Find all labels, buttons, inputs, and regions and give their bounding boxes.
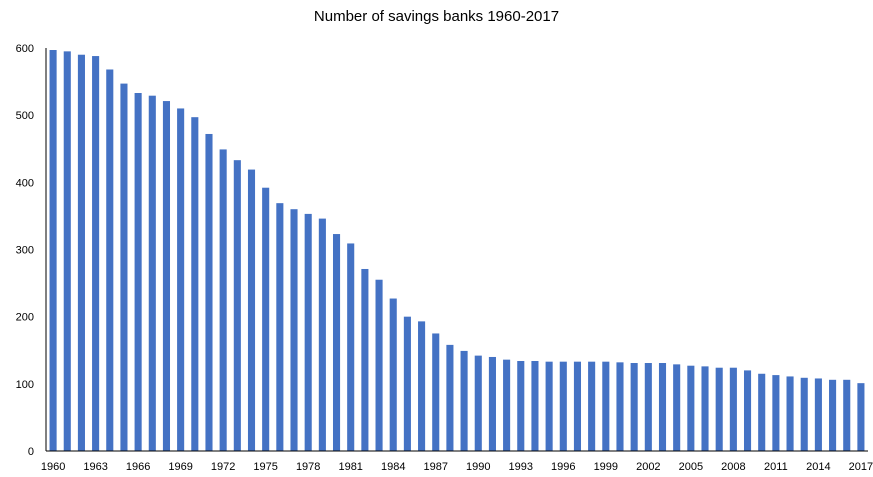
bar-1999 [602, 361, 610, 451]
x-tick-label: 1999 [594, 461, 618, 473]
bar-1987 [432, 333, 440, 451]
bar-1998 [588, 361, 596, 451]
bar-2014 [814, 378, 822, 451]
bar-1991 [488, 356, 496, 451]
bar-2003 [658, 363, 667, 451]
bar-2013 [800, 377, 808, 451]
x-tick-label: 1990 [466, 461, 490, 473]
x-tick-label: 2008 [721, 461, 745, 473]
bar-1981 [347, 243, 355, 451]
bar-2012 [786, 376, 794, 451]
x-tick-label: 1984 [381, 461, 405, 473]
bar-2017 [857, 383, 865, 451]
y-tick-label: 200 [16, 312, 34, 324]
bars-group [49, 50, 865, 452]
bar-2009 [743, 370, 752, 451]
x-tick-label: 1987 [423, 461, 447, 473]
x-tick-label: 2011 [764, 461, 788, 473]
bar-1990 [474, 355, 482, 451]
bar-2004 [673, 364, 681, 451]
bar-1996 [559, 361, 567, 451]
y-tick-label: 600 [16, 43, 34, 55]
x-tick-label: 1966 [126, 461, 150, 473]
bar-1994 [531, 361, 539, 451]
x-tick-label: 1972 [211, 461, 235, 473]
x-tick-label: 1969 [168, 461, 192, 473]
bar-2002 [644, 363, 652, 451]
bar-2010 [758, 373, 766, 451]
x-tick-label: 1996 [551, 461, 575, 473]
y-tick-label: 0 [28, 446, 34, 458]
bar-1988 [446, 344, 454, 451]
bar-1978 [304, 213, 312, 451]
x-tick-label: 1963 [83, 461, 107, 473]
bar-1993 [517, 361, 525, 451]
bar-2000 [616, 362, 624, 451]
bar-1973 [233, 160, 241, 452]
y-tick-label: 400 [16, 177, 34, 189]
bar-2005 [687, 365, 695, 451]
y-tick-label: 500 [16, 110, 34, 122]
y-axis: 0 100 200 300 400 500 600 [16, 43, 47, 458]
x-tick-label: 2017 [849, 461, 873, 473]
bar-1964 [106, 69, 114, 452]
bar-1970 [191, 117, 199, 452]
bar-1974 [247, 169, 256, 451]
bar-1968 [162, 101, 171, 451]
bar-2015 [829, 379, 837, 451]
x-tick-label: 1981 [338, 461, 362, 473]
y-tick-label: 300 [16, 245, 34, 257]
bar-1980 [332, 234, 341, 451]
chart-title: Number of savings banks 1960-2017 [313, 8, 560, 25]
bar-1992 [503, 359, 511, 451]
bar-1989 [460, 350, 468, 451]
bar-1976 [276, 203, 284, 451]
bar-2001 [630, 363, 638, 451]
bar-2016 [843, 379, 851, 451]
bar-1986 [418, 321, 426, 451]
x-tick-label: 2005 [679, 461, 703, 473]
x-tick-label: 1993 [509, 461, 533, 473]
bar-1960 [49, 50, 57, 451]
bar-1995 [545, 361, 553, 451]
bar-1963 [92, 56, 100, 452]
bar-1983 [375, 279, 383, 451]
bar-1967 [148, 95, 156, 451]
bar-1962 [77, 54, 85, 451]
y-tick-label: 100 [16, 379, 34, 391]
bar-1984 [389, 298, 397, 451]
bar-1971 [205, 133, 213, 451]
bar-1961 [63, 51, 71, 452]
bar-1979 [318, 218, 326, 451]
x-tick-label: 1975 [253, 461, 277, 473]
x-tick-label: 2002 [636, 461, 660, 473]
bar-1965 [120, 83, 128, 451]
bar-1972 [219, 149, 227, 452]
bar-2011 [772, 375, 780, 451]
bar-2007 [715, 367, 723, 451]
x-tick-label: 1978 [296, 461, 320, 473]
bar-1985 [403, 316, 411, 451]
x-tick-label: 2014 [806, 461, 830, 473]
bar-2008 [729, 367, 737, 451]
bar-1975 [262, 187, 270, 451]
bar-1982 [361, 268, 369, 451]
bar-1966 [134, 93, 142, 451]
x-tick-label: 1960 [41, 461, 65, 473]
bar-1997 [573, 361, 582, 451]
x-axis: 1960 1963 1966 1969 1972 1975 1978 1981 1984 1987… [41, 450, 873, 473]
bar-1977 [290, 209, 298, 451]
bar-1969 [177, 108, 185, 451]
bar-2006 [701, 366, 709, 451]
